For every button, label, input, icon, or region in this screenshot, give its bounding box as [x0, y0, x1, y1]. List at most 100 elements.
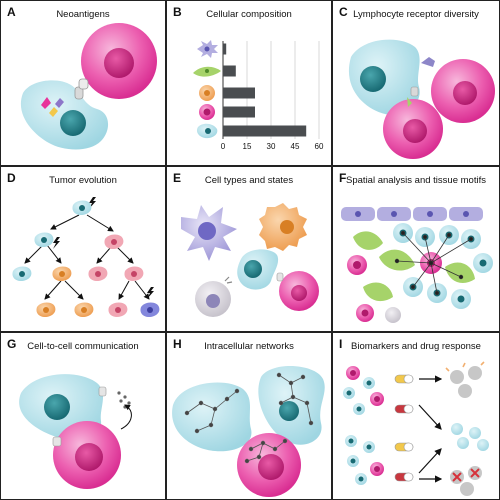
- bar-dendritic-cell: [223, 43, 227, 55]
- panel-label: E: [173, 171, 182, 185]
- panel-title: Cell types and states: [204, 175, 294, 186]
- t-cell-nucleus: [104, 48, 134, 78]
- panel-b: 0 15 30 45 60 B Cellular composition: [166, 0, 332, 166]
- x-tick-label: 45: [291, 142, 300, 151]
- tumor-cell-nucleus: [44, 394, 70, 420]
- b-cell: [195, 276, 233, 317]
- panel-f: F Spatial analysis and tissue motifs: [332, 166, 500, 332]
- panel-title: Lymphocyte receptor diversity: [353, 9, 479, 20]
- panel-title: Neoantigens: [56, 9, 110, 20]
- receptor-purple: [421, 57, 435, 67]
- panel-label: I: [339, 337, 343, 351]
- bar-fibroblast: [223, 65, 236, 77]
- cell-cyan: [34, 232, 54, 247]
- biomarker-drug-illustration: [343, 361, 489, 496]
- icon-macrophage: [199, 85, 215, 101]
- t-cell-nucleus: [75, 443, 103, 471]
- ligand-receptor: [98, 386, 107, 397]
- receptor-green: [407, 97, 412, 107]
- panel-title: Cell-to-cell communication: [27, 341, 139, 352]
- spatial-graph: [394, 230, 474, 296]
- panel-title: Biomarkers and drug response: [351, 341, 481, 352]
- intracellular-network-illustration: [172, 365, 325, 497]
- icon-t-cell: [199, 104, 215, 120]
- drug-pill-yellow-icon: [394, 442, 414, 452]
- icon-tumor-cell: [196, 123, 218, 139]
- x-tick-label: 60: [315, 142, 324, 151]
- panel-h: H Intracellular networks: [166, 332, 332, 500]
- drug-pill-yellow-icon: [394, 374, 414, 384]
- cell-communication-illustration: [19, 374, 132, 489]
- panel-label: F: [339, 171, 347, 185]
- x-tick-label: 30: [267, 142, 276, 151]
- bar-macrophage: [223, 87, 255, 99]
- tumor-evolution-tree: [12, 197, 160, 317]
- killed-cells: [450, 466, 482, 496]
- signal-arrow: [120, 404, 132, 430]
- mutation-bolt-icon: [53, 237, 60, 249]
- response-arrows: [418, 375, 443, 483]
- x-tick-label: 0: [221, 142, 226, 151]
- tumor-cell: [237, 249, 279, 290]
- neoantigens-illustration: [20, 23, 157, 150]
- mutation-bolt-icon: [147, 287, 154, 299]
- cell-red: [104, 234, 124, 249]
- cell-orange: [36, 302, 56, 317]
- icon-fibroblast: [193, 66, 221, 77]
- receptor-gray: [410, 86, 419, 97]
- composition-bar-chart: 0 15 30 45 60: [193, 40, 324, 151]
- panel-label: C: [339, 5, 348, 19]
- panel-title: Tumor evolution: [49, 175, 117, 186]
- cell-orange: [74, 302, 94, 317]
- cell-types-illustration: [181, 203, 319, 317]
- pre-treatment-cells-bottom: [345, 435, 384, 485]
- signal-molecules: [117, 391, 131, 409]
- panel-title: Cellular composition: [206, 9, 292, 20]
- panel-title: Spatial analysis and tissue motifs: [346, 175, 486, 186]
- t-cell-nucleus: [258, 454, 284, 480]
- ligand-receptor: [52, 436, 62, 447]
- panel-title: Intracellular networks: [204, 341, 294, 352]
- icon-dendritic-cell: [197, 40, 218, 58]
- cell-blue: [140, 302, 160, 317]
- t-cell-nucleus: [453, 81, 477, 105]
- tumor-cell-nucleus: [360, 66, 386, 92]
- t-cell: [276, 271, 319, 311]
- panel-a: A Neoantigens: [0, 0, 166, 166]
- tumor-cell-nucleus: [279, 401, 299, 421]
- cell-red: [88, 266, 108, 281]
- dendritic-cell: [181, 205, 237, 261]
- receptor-diversity-illustration: [348, 39, 495, 159]
- panel-g: G Cell-to-cell communication: [0, 332, 166, 500]
- cell-root: [72, 200, 92, 215]
- panel-c: C Lymphocyte receptor diversity: [332, 0, 500, 166]
- pre-treatment-cells-top: [343, 366, 384, 415]
- tcr-receptor: [78, 78, 89, 90]
- panel-label: H: [173, 337, 182, 351]
- epithelial-layer: [341, 207, 483, 221]
- cell-cyan: [12, 266, 32, 281]
- neoantigen-marker: [55, 98, 64, 108]
- tumor-cell: [172, 382, 252, 452]
- neoantigen-marker: [41, 97, 51, 109]
- macrophage: [259, 203, 307, 251]
- neoantigen-marker: [49, 107, 58, 117]
- lineage-arrows: [24, 214, 150, 300]
- panel-label: D: [7, 171, 16, 185]
- cell-orange: [52, 266, 72, 281]
- cell-red: [124, 266, 144, 281]
- surviving-cells: [451, 423, 489, 451]
- x-tick-label: 15: [243, 142, 252, 151]
- drug-pill-red-icon: [394, 472, 414, 482]
- drug-pill-red-icon: [394, 404, 414, 414]
- resistant-cells: [445, 361, 485, 398]
- panel-d: D Tumor evolution: [0, 166, 166, 332]
- panel-i: I Biomarkers and drug response: [332, 332, 500, 500]
- spatial-tissue-illustration: [341, 207, 493, 323]
- bar-T-cell: [223, 106, 255, 118]
- network-graph: [184, 372, 314, 464]
- t-cell-nucleus: [403, 119, 427, 143]
- tumor-cell-nucleus: [60, 110, 86, 136]
- panel-label: A: [7, 5, 16, 19]
